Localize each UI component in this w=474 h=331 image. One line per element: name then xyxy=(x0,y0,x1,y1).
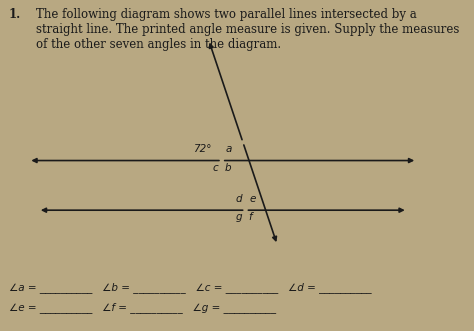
Text: 1.: 1. xyxy=(9,8,21,21)
Text: d: d xyxy=(236,194,242,204)
Text: e: e xyxy=(250,194,256,204)
Text: ∠e = __________   ∠f = __________   ∠g = __________: ∠e = __________ ∠f = __________ ∠g = ___… xyxy=(9,302,277,313)
Text: c: c xyxy=(213,163,219,173)
Text: b: b xyxy=(225,163,232,173)
Text: g: g xyxy=(236,213,242,222)
Text: f: f xyxy=(249,213,252,222)
Text: The following diagram shows two parallel lines intersected by a
straight line. T: The following diagram shows two parallel… xyxy=(36,8,459,51)
Text: ∠a = __________   ∠b = __________   ∠c = __________   ∠d = __________: ∠a = __________ ∠b = __________ ∠c = ___… xyxy=(9,282,372,293)
Text: a: a xyxy=(226,144,232,154)
Text: 72°: 72° xyxy=(193,144,211,154)
